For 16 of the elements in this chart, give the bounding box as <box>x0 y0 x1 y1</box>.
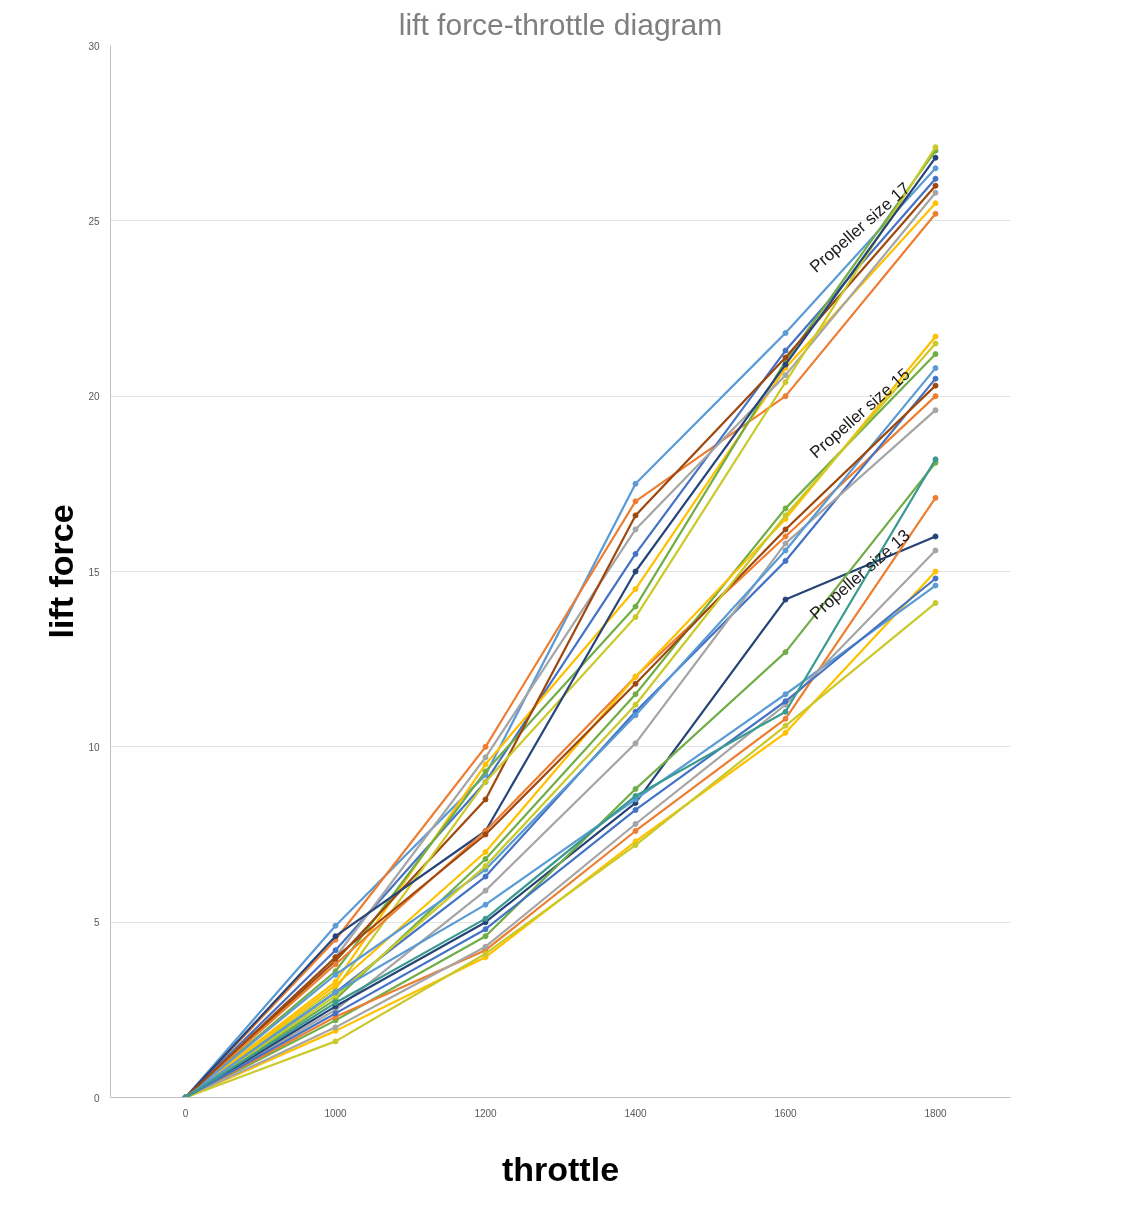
x-tick-label: 1200 <box>474 1107 498 1119</box>
y-tick-label: 5 <box>93 917 100 929</box>
x-tick-label: 1400 <box>624 1107 648 1119</box>
x-axis-title: throttle <box>501 1149 620 1188</box>
y-tick-label: 10 <box>88 741 100 753</box>
y-tick-label: 20 <box>88 391 100 403</box>
x-tick-label: 1600 <box>774 1107 798 1119</box>
x-tick-label: 1000 <box>324 1107 348 1119</box>
y-tick-label: 25 <box>88 215 100 227</box>
x-tick-label: 1800 <box>924 1107 948 1119</box>
x-tick-label: 0 <box>182 1107 189 1119</box>
y-tick-label: 0 <box>93 1092 100 1104</box>
y-axis-title: lift force <box>42 504 81 639</box>
y-tick-label: 30 <box>88 40 100 52</box>
y-tick-label: 15 <box>88 566 100 578</box>
chart-title: lift force-throttle diagram <box>398 7 723 41</box>
